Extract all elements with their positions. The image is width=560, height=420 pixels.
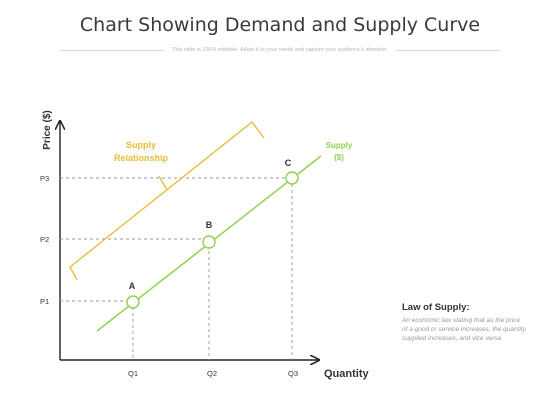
law-title: Law of Supply: xyxy=(402,302,470,313)
y-tick-p2: P2 xyxy=(40,235,49,244)
point-a-label: A xyxy=(129,281,136,291)
y-tick-p3: P3 xyxy=(40,174,49,183)
x-tick-q2: Q2 xyxy=(207,369,217,378)
subtitle-row: This slide is 100% editable. Adapt it to… xyxy=(60,44,500,56)
point-b-marker xyxy=(202,235,216,249)
point-c-label: C xyxy=(285,158,292,168)
supply-relationship-label-1: Supply xyxy=(126,140,156,150)
y-tick-p1: P1 xyxy=(40,297,49,306)
subtitle-rule-right xyxy=(396,49,500,51)
page-title: Chart Showing Demand and Supply Curve xyxy=(79,14,481,36)
point-a-marker xyxy=(126,295,140,309)
guide-lines xyxy=(60,177,293,360)
subtitle-rule-left xyxy=(60,49,164,51)
law-text: An economic law stating that as the pric… xyxy=(402,317,526,342)
supply-relationship-pointer xyxy=(158,175,168,191)
supply-relationship-bracket xyxy=(69,121,265,281)
x-axis-label: Quantity xyxy=(324,368,369,380)
x-tick-q1: Q1 xyxy=(128,369,138,378)
supply-curve-label-2: ($) xyxy=(334,153,344,162)
subtitle: This slide is 100% editable. Adapt it to… xyxy=(172,47,388,53)
y-axis-label: Price ($) xyxy=(42,110,53,149)
supply-curve-label-1: Supply xyxy=(326,141,353,150)
x-tick-q3: Q3 xyxy=(288,369,298,378)
point-c-marker xyxy=(285,171,299,185)
law-of-supply-box: Law of Supply: An economic law stating t… xyxy=(402,302,527,343)
supply-relationship-label-2: Relationship xyxy=(114,153,169,163)
point-b-label: B xyxy=(206,220,213,230)
